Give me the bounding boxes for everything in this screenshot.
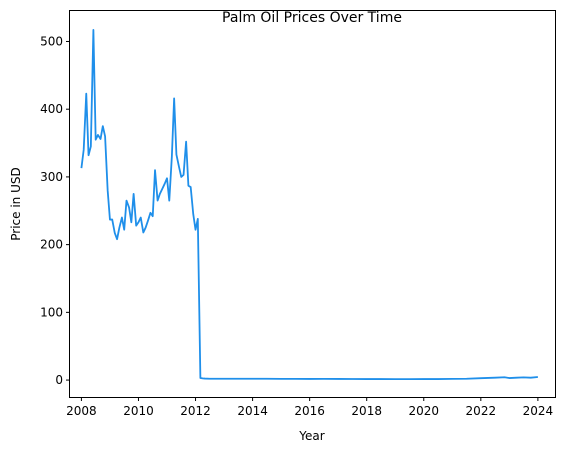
plot-frame <box>69 10 556 398</box>
y-tick-label: 0 <box>55 373 63 387</box>
y-axis-label: Price in USD <box>9 167 23 240</box>
y-tick-label: 300 <box>40 170 63 184</box>
x-tick-label: 2014 <box>237 404 268 418</box>
x-tick-label: 2010 <box>123 404 154 418</box>
y-tick-label: 400 <box>40 102 63 116</box>
x-tick-label: 2008 <box>66 404 97 418</box>
y-axis: 0 100 200 300 400 500 <box>40 34 70 387</box>
y-tick-label: 500 <box>40 34 63 48</box>
x-axis: 2008 2010 2012 2014 2016 2018 2020 2022 2024 <box>66 397 553 418</box>
x-tick-label: 2016 <box>294 404 325 418</box>
x-tick-label: 2020 <box>408 404 439 418</box>
x-tick-label: 2024 <box>523 404 554 418</box>
series-line-0 <box>80 29 538 381</box>
plot-area <box>80 29 538 381</box>
y-tick-label: 100 <box>40 305 63 319</box>
x-tick-label: 2012 <box>180 404 211 418</box>
x-tick-label: 2018 <box>351 404 382 418</box>
x-tick-label: 2022 <box>466 404 497 418</box>
y-tick-label: 200 <box>40 238 63 252</box>
x-axis-label: Year <box>298 429 324 443</box>
chart-title: Palm Oil Prices Over Time <box>222 10 402 26</box>
